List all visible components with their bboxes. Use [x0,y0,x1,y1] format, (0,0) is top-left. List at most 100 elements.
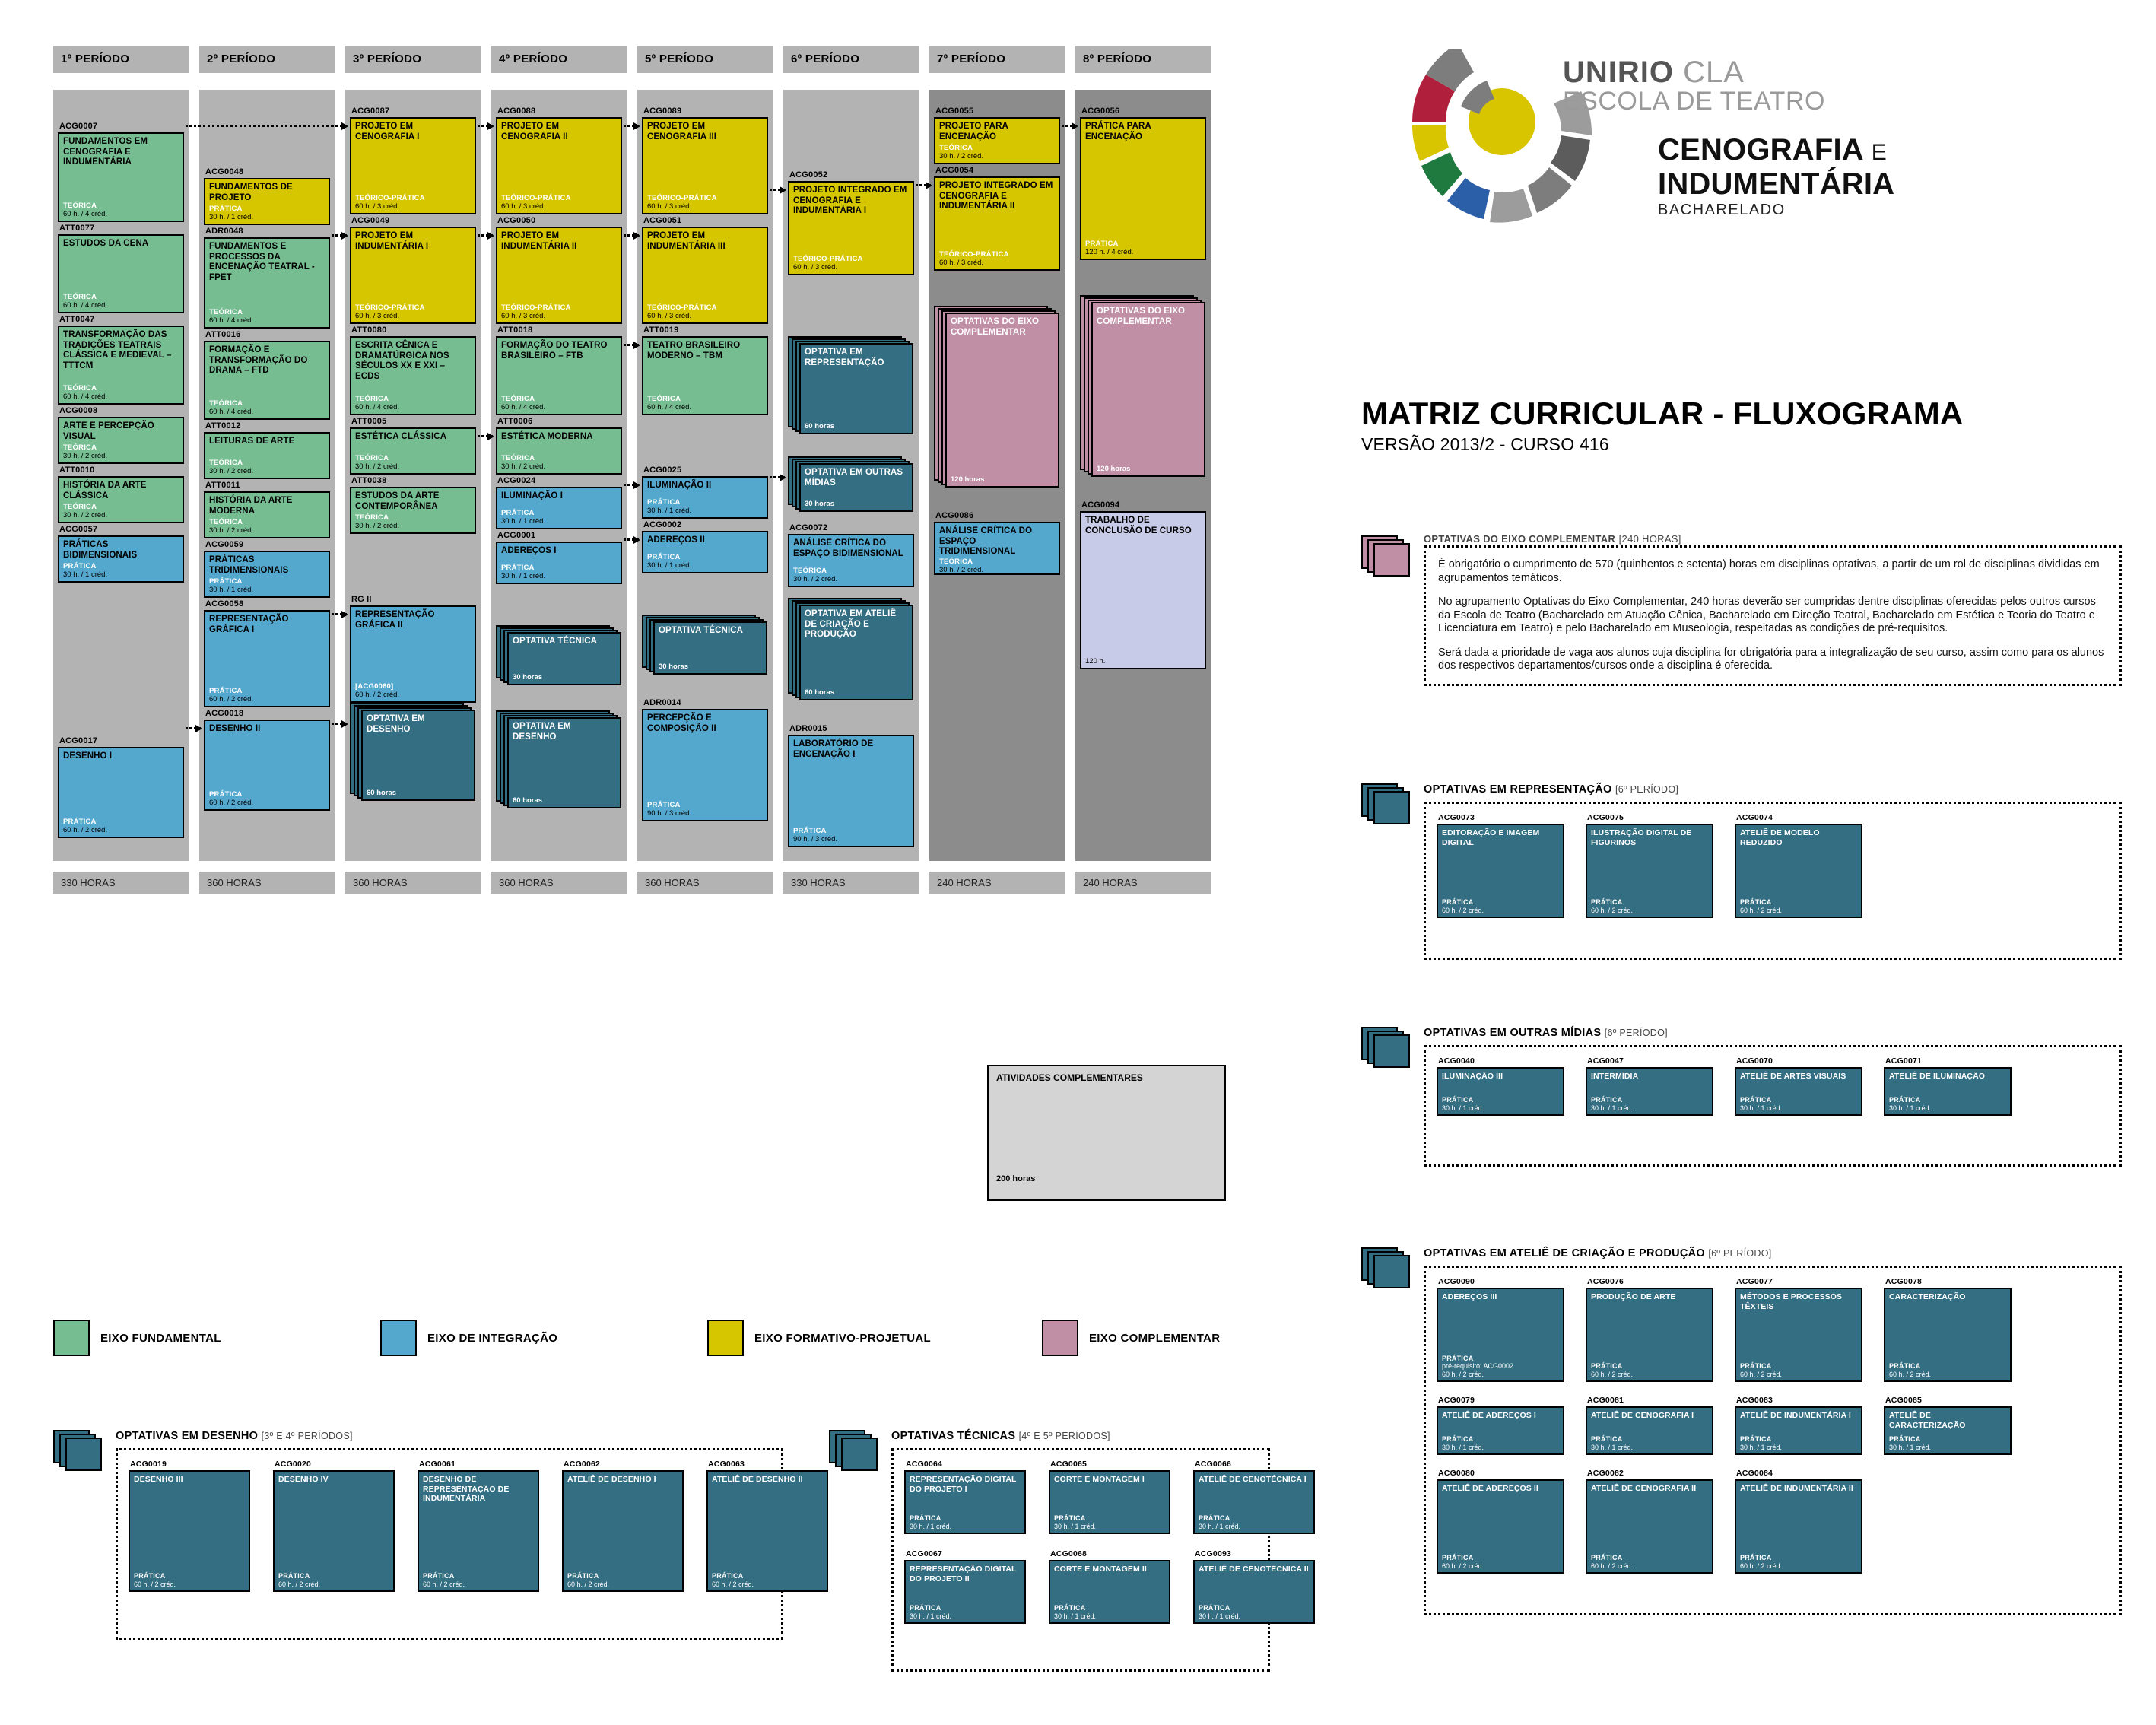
course-box[interactable]: ILUMINAÇÃO II PRÁTICA 30 h. / 1 créd. [642,476,768,519]
course-box[interactable]: LABORATÓRIO DE ENCENAÇÃO I PRÁTICA 90 h. /… [788,735,914,847]
course-box[interactable]: ATELIÊ DE ADEREÇOS II PRÁTICA 60 h. / 2 cr… [1437,1479,1564,1574]
course-box[interactable]: ATELIÊ DE CENOTÉCNICA I PRÁTICA 30 h. / 1 … [1193,1470,1315,1534]
course-card[interactable]: ACG0001 ADEREÇOS I PRÁTICA 30 h. / 1 créd. [496,529,622,584]
optional-course-box[interactable]: OPTATIVA EM ATELIÊ DE CRIAÇÃO E PRODUÇÃO… [799,605,913,700]
course-box[interactable]: TEATRO BRASILEIRO MODERNO – TBM TEÓRICA 60… [642,336,768,415]
course-box[interactable]: REPRESENTAÇÃO GRÁFICA II [ACG0060] 60 h. /… [350,605,476,703]
course-card[interactable]: ADR0048 FUNDAMENTOS E PROCESSOS DA ENCENA… [204,225,330,329]
course-box[interactable]: PRÁTICAS TRIDIMENSIONAIS PRÁTICA 30 h. / 1… [204,551,330,598]
course-card[interactable]: ATT0012 LEITURAS DE ARTE TEÓRICA 30 h. / 2 … [204,420,330,479]
course-box[interactable]: MÉTODOS E PROCESSOS TÊXTEIS PRÁTICA 60 h. … [1735,1288,1862,1382]
optional-course-card[interactable]: ACG0082 ATELIÊ DE CENOGRAFIA II PRÁTICA 60 … [1586,1469,1713,1574]
optional-course-card[interactable]: ACG0064 REPRESENTAÇÃO DIGITAL DO PROJETO … [904,1460,1026,1534]
course-box[interactable]: HISTÓRIA DA ARTE CLÁSSICA TEÓRICA 30 h. / … [58,476,184,523]
course-card[interactable]: ACG0059 PRÁTICAS TRIDIMENSIONAIS PRÁTICA 30… [204,538,330,598]
course-box[interactable]: PROJETO EM INDUMENTÁRIA II TEÓRICO-PRÁTIC… [496,227,622,324]
optional-course-card[interactable]: ACG0065 CORTE E MONTAGEM I PRÁTICA 30 h. / … [1049,1460,1170,1534]
course-box[interactable]: REPRESENTAÇÃO DIGITAL DO PROJETO I PRÁTIC… [904,1470,1026,1534]
course-box[interactable]: REPRESENTAÇÃO DIGITAL DO PROJETO II PRÁTI… [904,1560,1026,1624]
course-box[interactable]: ATELIÊ DE INDUMENTÁRIA II PRÁTICA 60 h. / … [1735,1479,1862,1574]
course-box[interactable]: PROJETO INTEGRADO EM CENOGRAFIA E INDUME… [788,181,914,275]
optional-course-box[interactable]: OPTATIVAS DO EIXO COMPLEMENTAR 120 horas [1091,302,1205,477]
course-card[interactable]: ACG0057 PRÁTICAS BIDIMENSIONAIS PRÁTICA 30 … [58,523,184,583]
course-box[interactable]: ESTÉTICA MODERNA TEÓRICA 30 h. / 2 créd. [496,427,622,475]
optional-course-box[interactable]: OPTATIVA EM DESENHO 60 horas [507,717,621,808]
course-box[interactable]: ESTUDOS DA ARTE CONTEMPORÂNEA TEÓRICA 30 h… [350,487,476,534]
course-box[interactable]: ATELIÊ DE CENOGRAFIA II PRÁTICA 60 h. / 2 … [1586,1479,1713,1574]
course-box[interactable]: ADEREÇOS I PRÁTICA 30 h. / 1 créd. [496,542,622,584]
optional-course-card[interactable]: ACG0070 ATELIÊ DE ARTES VISUAIS PRÁTICA 30 … [1735,1056,1862,1116]
course-box[interactable]: ATELIÊ DE MODELO REDUZIDO PRÁTICA 60 h. / … [1735,824,1862,918]
course-card[interactable]: ATT0016 FORMAÇÃO E TRANSFORMAÇÃO DO DRAMA… [204,329,330,420]
course-card[interactable]: ACG0055 PROJETO PARA ENCENAÇÃO TEÓRICA 30 h… [934,105,1060,164]
optional-course-card[interactable]: ACG0093 ATELIÊ DE CENOTÉCNICA II PRÁTICA 30… [1193,1549,1315,1624]
course-box[interactable]: PRODUÇÃO DE ARTE PRÁTICA 60 h. / 2 créd. [1586,1288,1713,1382]
course-card[interactable]: ACG0088 PROJETO EM CENOGRAFIA II TEÓRICO-P… [496,105,622,214]
course-box[interactable]: ATELIÊ DE ILUMINAÇÃO PRÁTICA 30 h. / 1 cré… [1884,1067,2012,1116]
course-box[interactable]: PRÁTICA PARA ENCENAÇÃO PRÁTICA 120 h. / 4 … [1080,117,1206,260]
course-card[interactable]: ATT0010 HISTÓRIA DA ARTE CLÁSSICA TEÓRICA 3… [58,464,184,523]
course-box[interactable]: ESCRITA CÊNICA E DRAMATÚRGICA NOS SÉCULO… [350,336,476,415]
course-card[interactable]: ATT0006 ESTÉTICA MODERNA TEÓRICA 30 h. / 2 … [496,415,622,475]
course-box[interactable]: FUNDAMENTOS DE PROJETO PRÁTICA 30 h. / 1 c… [204,178,330,225]
optional-course-card[interactable]: ACG0061 DESENHO DE REPRESENTAÇÃO DE INDUM… [418,1460,539,1592]
course-card[interactable]: ACG0002 ADEREÇOS II PRÁTICA 30 h. / 1 créd. [642,519,768,573]
optional-course-box[interactable]: OPTATIVA TÉCNICA 30 horas [507,632,621,685]
optional-course-box[interactable]: OPTATIVA TÉCNICA 30 horas [653,621,767,675]
optional-course-box[interactable]: OPTATIVA EM REPRESENTAÇÃO 60 horas [799,343,913,434]
course-box[interactable]: DESENHO IV PRÁTICA 60 h. / 2 créd. [273,1470,395,1592]
course-card[interactable]: ACG0007 FUNDAMENTOS EM CENOGRAFIA E INDUM… [58,120,184,222]
optional-course-card[interactable]: ACG0071 ATELIÊ DE ILUMINAÇÃO PRÁTICA 30 h. … [1884,1056,2012,1116]
course-box[interactable]: PROJETO EM CENOGRAFIA I TEÓRICO-PRÁTICA 60… [350,117,476,214]
optional-course-box[interactable]: OPTATIVA EM DESENHO 60 horas [361,710,475,801]
optional-course-card[interactable]: ACG0084 ATELIÊ DE INDUMENTÁRIA II PRÁTICA 6… [1735,1469,1862,1574]
optional-course-card[interactable]: ACG0078 CARACTERIZAÇÃO PRÁTICA 60 h. / 2 cr… [1884,1277,2012,1382]
course-box[interactable]: ATELIÊ DE ADEREÇOS I PRÁTICA 30 h. / 1 cré… [1437,1406,1564,1455]
course-box[interactable]: PRÁTICAS BIDIMENSIONAIS PRÁTICA 30 h. / 1 … [58,535,184,583]
optional-course-stack[interactable]: OPTATIVAS DO EIXO COMPLEMENTAR 120 horas [934,306,1060,490]
course-card[interactable]: ACG0058 REPRESENTAÇÃO GRÁFICA I PRÁTICA 60 … [204,598,330,707]
course-card[interactable]: ACG0049 PROJETO EM INDUMENTÁRIA I TEÓRICO-… [350,214,476,324]
course-box[interactable]: ATELIÊ DE INDUMENTÁRIA I PRÁTICA 30 h. / 1… [1735,1406,1862,1455]
optional-course-card[interactable]: ACG0062 ATELIÊ DE DESENHO I PRÁTICA 60 h. /… [562,1460,684,1592]
course-card[interactable]: ACG0054 PROJETO INTEGRADO EM CENOGRAFIA E… [934,164,1060,271]
course-box[interactable]: ANÁLISE CRÍTICA DO ESPAÇO TRIDIMENSIONAL… [934,522,1060,575]
optional-course-card[interactable]: ACG0085 ATELIÊ DE CARACTERIZAÇÃO PRÁTICA 30… [1884,1396,2012,1455]
course-box[interactable]: ATELIÊ DE ARTES VISUAIS PRÁTICA 30 h. / 1 … [1735,1067,1862,1116]
course-box[interactable]: ANÁLISE CRÍTICA DO ESPAÇO BIDIMENSIONAL T… [788,534,914,587]
course-card[interactable]: ACG0018 DESENHO II PRÁTICA 60 h. / 2 créd. [204,707,330,811]
course-box[interactable]: PROJETO EM CENOGRAFIA III TEÓRICO-PRÁTICA… [642,117,768,214]
course-box[interactable]: DESENHO II PRÁTICA 60 h. / 2 créd. [204,720,330,811]
course-box[interactable]: ADEREÇOS II PRÁTICA 30 h. / 1 créd. [642,531,768,573]
course-box[interactable]: TRABALHO DE CONCLUSÃO DE CURSO 120 h. [1080,511,1206,669]
course-box[interactable]: LEITURAS DE ARTE TEÓRICA 30 h. / 2 créd. [204,432,330,479]
course-box[interactable]: TRANSFORMAÇÃO DAS TRADIÇÕES TEATRAIS CLÁ… [58,326,184,405]
optional-course-box[interactable]: OPTATIVA EM OUTRAS MÍDIAS 30 horas [799,463,913,512]
course-box[interactable]: INTERMÍDIA PRÁTICA 30 h. / 1 créd. [1586,1067,1713,1116]
course-box[interactable]: DESENHO DE REPRESENTAÇÃO DE INDUMENTÁRIA… [418,1470,539,1592]
course-card[interactable]: ACG0086 ANÁLISE CRÍTICA DO ESPAÇO TRIDIME… [934,510,1060,575]
course-card[interactable]: ACG0048 FUNDAMENTOS DE PROJETO PRÁTICA 30 h… [204,166,330,225]
optional-course-stack[interactable]: OPTATIVAS DO EIXO COMPLEMENTAR 120 horas [1080,295,1206,479]
optional-course-card[interactable]: ACG0075 ILUSTRAÇÃO DIGITAL DE FIGURINOS PR… [1586,813,1713,918]
course-card[interactable]: ATT0077 ESTUDOS DA CENA TEÓRICA 60 h. / 4 c… [58,222,184,313]
optional-course-stack[interactable]: OPTATIVA EM DESENHO 60 horas [496,710,622,811]
optional-course-stack[interactable]: OPTATIVA TÉCNICA 30 horas [496,625,622,688]
course-card[interactable]: ACG0024 ILUMINAÇÃO I PRÁTICA 30 h. / 1 créd… [496,475,622,529]
optional-course-card[interactable]: ACG0076 PRODUÇÃO DE ARTE PRÁTICA 60 h. / 2 … [1586,1277,1713,1382]
course-card[interactable]: ATT0018 FORMAÇÃO DO TEATRO BRASILEIRO – F… [496,324,622,415]
course-box[interactable]: ATELIÊ DE DESENHO I PRÁTICA 60 h. / 2 créd… [562,1470,684,1592]
course-box[interactable]: CARACTERIZAÇÃO PRÁTICA 60 h. / 2 créd. [1884,1288,2012,1382]
optional-course-stack[interactable]: OPTATIVA EM DESENHO 60 horas [350,703,476,803]
course-box[interactable]: PROJETO EM INDUMENTÁRIA I TEÓRICO-PRÁTICA… [350,227,476,324]
course-box[interactable]: DESENHO I PRÁTICA 60 h. / 2 créd. [58,747,184,838]
course-box[interactable]: ESTUDOS DA CENA TEÓRICA 60 h. / 4 créd. [58,234,184,313]
course-box[interactable]: PROJETO INTEGRADO EM CENOGRAFIA E INDUME… [934,176,1060,271]
course-box[interactable]: ADEREÇOS III PRÁTICA pré-requisito: ACG000… [1437,1288,1564,1382]
optional-course-card[interactable]: ACG0074 ATELIÊ DE MODELO REDUZIDO PRÁTICA 6… [1735,813,1862,918]
optional-course-card[interactable]: ACG0019 DESENHO III PRÁTICA 60 h. / 2 créd. [129,1460,250,1592]
course-box[interactable]: ARTE E PERCEPÇÃO VISUAL TEÓRICA 30 h. / 2 … [58,417,184,464]
optional-course-card[interactable]: ACG0083 ATELIÊ DE INDUMENTÁRIA I PRÁTICA 30… [1735,1396,1862,1455]
optional-course-card[interactable]: ACG0081 ATELIÊ DE CENOGRAFIA I PRÁTICA 30 h… [1586,1396,1713,1455]
course-box[interactable]: ILUSTRAÇÃO DIGITAL DE FIGURINOS PRÁTICA 60… [1586,824,1713,918]
